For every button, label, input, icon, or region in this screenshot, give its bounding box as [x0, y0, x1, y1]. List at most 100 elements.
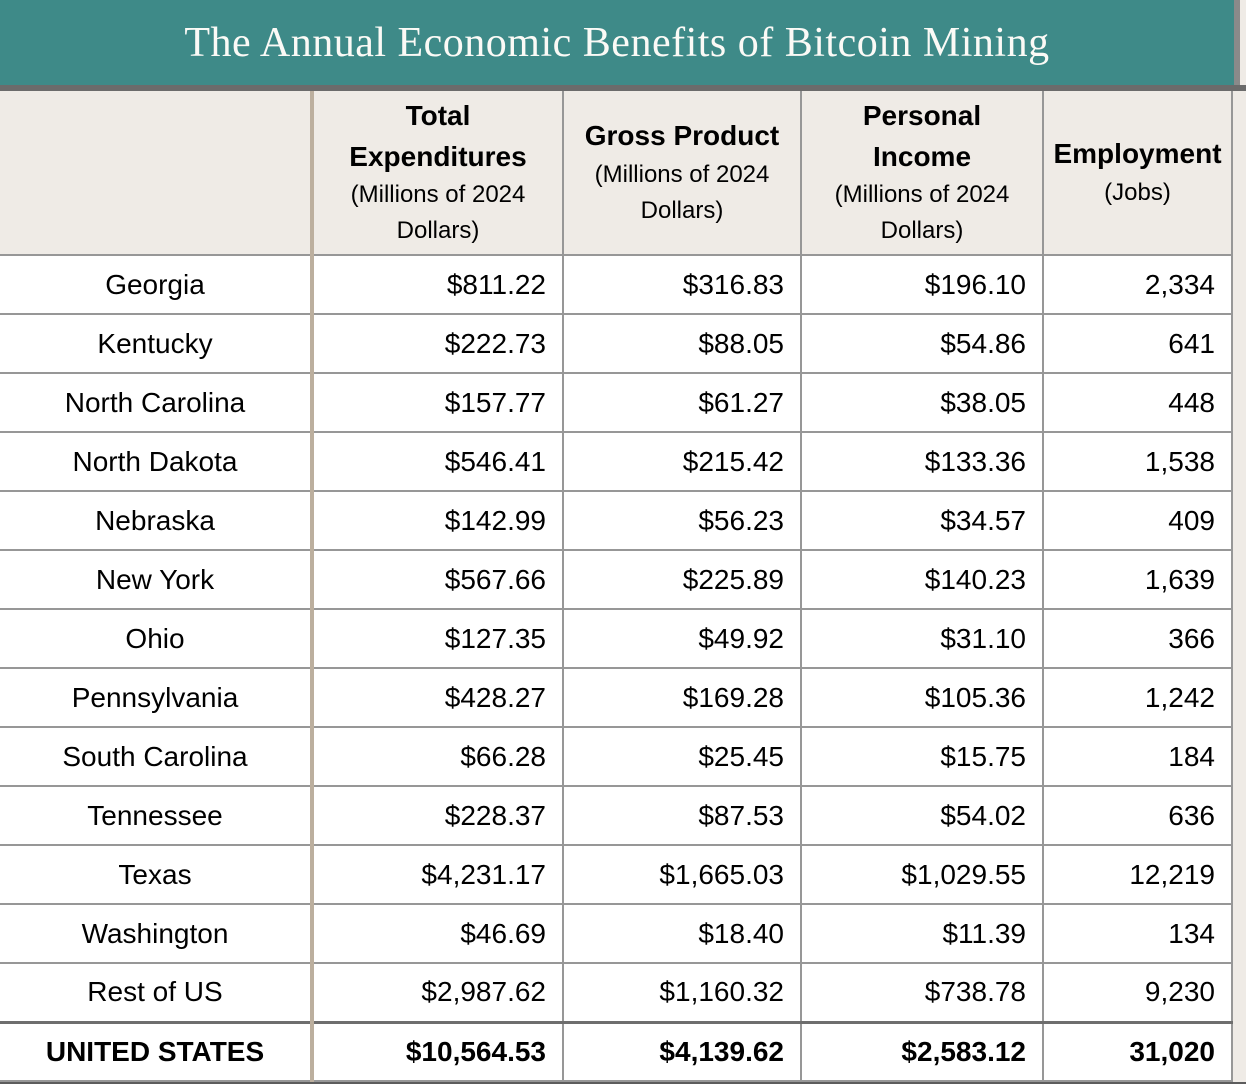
- total-expenditures-cell: $222.73: [312, 314, 564, 374]
- gross-product-cell: $316.83: [563, 255, 802, 315]
- table-row-north-carolina: North Carolina $157.77 $61.27 $38.05 448: [0, 373, 1233, 433]
- table-row-rest-of-us: Rest of US $2,987.62 $1,160.32 $738.78 9…: [0, 963, 1233, 1023]
- personal-income-cell: $54.02: [801, 786, 1044, 846]
- table-row-pennsylvania: Pennsylvania $428.27 $169.28 $105.36 1,2…: [0, 668, 1233, 728]
- state-cell: UNITED STATES: [0, 1020, 314, 1082]
- employment-cell: 9,230: [1043, 963, 1233, 1023]
- table-row-texas: Texas $4,231.17 $1,665.03 $1,029.55 12,2…: [0, 845, 1233, 905]
- state-cell: Rest of US: [0, 963, 314, 1023]
- gross-product-cell: $56.23: [563, 491, 802, 551]
- table-header: Total Expenditures (Millions of 2024 Dol…: [0, 91, 1233, 256]
- state-cell: Washington: [0, 904, 314, 964]
- column-subtitle: (Millions of 2024 Dollars): [350, 181, 526, 245]
- total-expenditures-cell: $228.37: [312, 786, 564, 846]
- employment-cell: 641: [1043, 314, 1233, 374]
- employment-cell: 1,242: [1043, 668, 1233, 728]
- gross-product-cell: $49.92: [563, 609, 802, 669]
- gross-product-cell: $18.40: [563, 904, 802, 964]
- total-expenditures-cell: $142.99: [312, 491, 564, 551]
- employment-cell: 12,219: [1043, 845, 1233, 905]
- table-row-georgia: Georgia $811.22 $316.83 $196.10 2,334: [0, 255, 1233, 315]
- column-header-total-expenditures: Total Expenditures (Millions of 2024 Dol…: [312, 91, 564, 256]
- page-title: The Annual Economic Benefits of Bitcoin …: [184, 19, 1050, 66]
- total-expenditures-cell: $66.28: [312, 727, 564, 787]
- table-bottom-border: [0, 1082, 1246, 1084]
- gross-product-cell: $87.53: [563, 786, 802, 846]
- state-cell: South Carolina: [0, 727, 314, 787]
- personal-income-cell: $196.10: [801, 255, 1044, 315]
- gross-product-cell: $88.05: [563, 314, 802, 374]
- table-row-south-carolina: South Carolina $66.28 $25.45 $15.75 184: [0, 727, 1233, 787]
- column-title: Employment: [1053, 138, 1222, 170]
- total-expenditures-cell: $157.77: [312, 373, 564, 433]
- column-header-gross-product: Gross Product (Millions of 2024 Dollars): [563, 91, 802, 256]
- column-subtitle: (Millions of 2024 Dollars): [594, 160, 770, 224]
- column-title: Gross Product: [584, 120, 780, 152]
- personal-income-cell: $133.36: [801, 432, 1044, 492]
- state-cell: Kentucky: [0, 314, 314, 374]
- total-expenditures-cell: $428.27: [312, 668, 564, 728]
- total-expenditures-cell: $4,231.17: [312, 845, 564, 905]
- employment-cell: 31,020: [1043, 1020, 1233, 1082]
- column-header-personal-income: Personal Income (Millions of 2024 Dollar…: [801, 91, 1044, 256]
- total-expenditures-cell: $567.66: [312, 550, 564, 610]
- personal-income-cell: $105.36: [801, 668, 1044, 728]
- table-row-new-york: New York $567.66 $225.89 $140.23 1,639: [0, 550, 1233, 610]
- personal-income-cell: $140.23: [801, 550, 1044, 610]
- table-row-washington: Washington $46.69 $18.40 $11.39 134: [0, 904, 1233, 964]
- employment-cell: 409: [1043, 491, 1233, 551]
- state-cell: Texas: [0, 845, 314, 905]
- table-row-kentucky: Kentucky $222.73 $88.05 $54.86 641: [0, 314, 1233, 374]
- gross-product-cell: $215.42: [563, 432, 802, 492]
- column-subtitle: (Jobs): [1104, 178, 1171, 206]
- header-row: Total Expenditures (Millions of 2024 Dol…: [0, 91, 1233, 256]
- employment-cell: 366: [1043, 609, 1233, 669]
- table-row-united-states-total: UNITED STATES $10,564.53 $4,139.62 $2,58…: [0, 1020, 1233, 1082]
- personal-income-cell: $11.39: [801, 904, 1044, 964]
- table-row-nebraska: Nebraska $142.99 $56.23 $34.57 409: [0, 491, 1233, 551]
- gross-product-cell: $4,139.62: [563, 1020, 802, 1082]
- column-title: Personal Income: [862, 99, 982, 172]
- table-row-north-dakota: North Dakota $546.41 $215.42 $133.36 1,5…: [0, 432, 1233, 492]
- economic-benefits-table: Total Expenditures (Millions of 2024 Dol…: [0, 91, 1233, 1082]
- personal-income-cell: $738.78: [801, 963, 1044, 1023]
- table-row-ohio: Ohio $127.35 $49.92 $31.10 366: [0, 609, 1233, 669]
- employment-cell: 184: [1043, 727, 1233, 787]
- state-cell: Georgia: [0, 255, 314, 315]
- total-expenditures-cell: $546.41: [312, 432, 564, 492]
- personal-income-cell: $2,583.12: [801, 1020, 1044, 1082]
- table-row-tennessee: Tennessee $228.37 $87.53 $54.02 636: [0, 786, 1233, 846]
- title-divider: [0, 85, 1246, 91]
- state-cell: Pennsylvania: [0, 668, 314, 728]
- employment-cell: 2,334: [1043, 255, 1233, 315]
- column-subtitle: (Millions of 2024 Dollars): [834, 181, 1010, 245]
- personal-income-cell: $15.75: [801, 727, 1044, 787]
- title-bar: The Annual Economic Benefits of Bitcoin …: [0, 0, 1240, 85]
- gross-product-cell: $225.89: [563, 550, 802, 610]
- column-header-employment: Employment (Jobs): [1043, 91, 1233, 256]
- state-cell: Ohio: [0, 609, 314, 669]
- gross-product-cell: $1,160.32: [563, 963, 802, 1023]
- table-body: Georgia $811.22 $316.83 $196.10 2,334 Ke…: [0, 255, 1233, 1082]
- personal-income-cell: $34.57: [801, 491, 1044, 551]
- total-expenditures-cell: $2,987.62: [312, 963, 564, 1023]
- employment-cell: 1,538: [1043, 432, 1233, 492]
- total-expenditures-cell: $10,564.53: [312, 1020, 564, 1082]
- employment-cell: 134: [1043, 904, 1233, 964]
- state-cell: New York: [0, 550, 314, 610]
- employment-cell: 1,639: [1043, 550, 1233, 610]
- state-cell: North Carolina: [0, 373, 314, 433]
- column-title: Total Expenditures: [349, 99, 527, 172]
- corner-cell: [0, 91, 314, 256]
- state-cell: Nebraska: [0, 491, 314, 551]
- total-expenditures-cell: $46.69: [312, 904, 564, 964]
- total-expenditures-cell: $127.35: [312, 609, 564, 669]
- gross-product-cell: $61.27: [563, 373, 802, 433]
- personal-income-cell: $38.05: [801, 373, 1044, 433]
- state-cell: Tennessee: [0, 786, 314, 846]
- gross-product-cell: $1,665.03: [563, 845, 802, 905]
- employment-cell: 636: [1043, 786, 1233, 846]
- personal-income-cell: $54.86: [801, 314, 1044, 374]
- personal-income-cell: $1,029.55: [801, 845, 1044, 905]
